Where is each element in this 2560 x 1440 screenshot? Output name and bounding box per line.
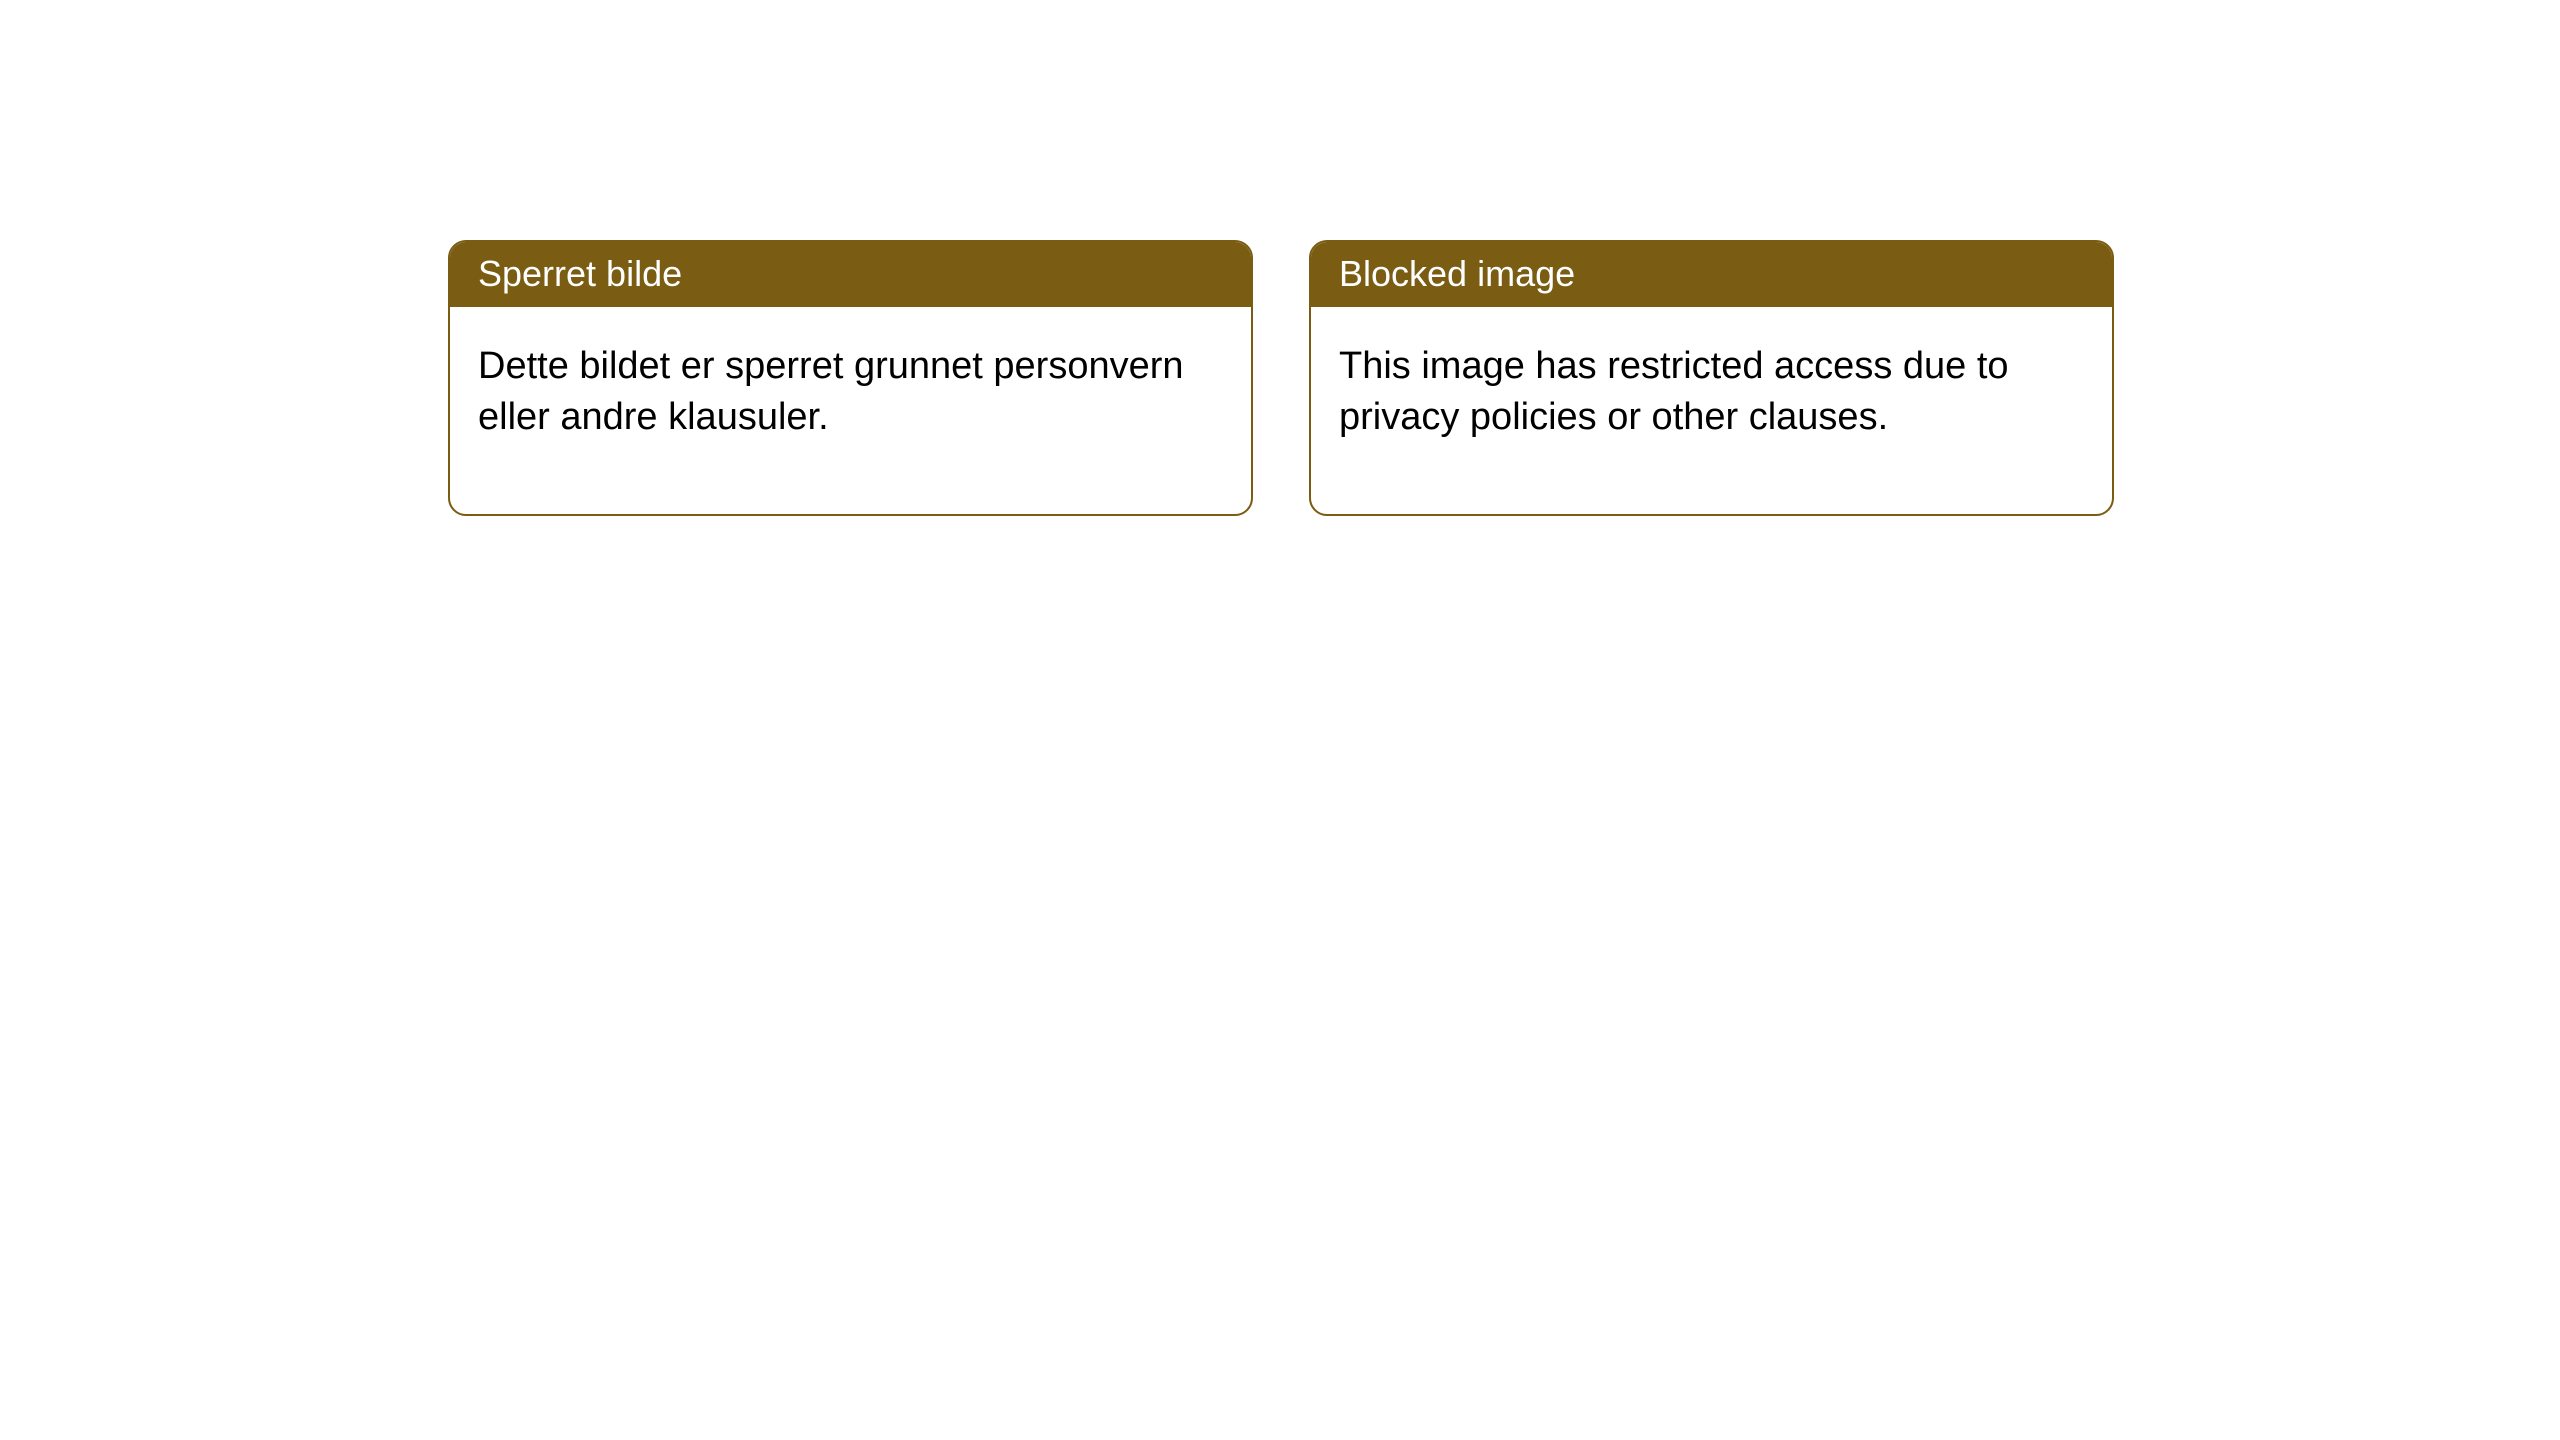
notice-body-english: This image has restricted access due to … xyxy=(1311,307,2112,514)
notice-body-norwegian: Dette bildet er sperret grunnet personve… xyxy=(450,307,1251,514)
notice-card-norwegian: Sperret bilde Dette bildet er sperret gr… xyxy=(448,240,1253,516)
notice-header-english: Blocked image xyxy=(1311,242,2112,307)
notice-header-norwegian: Sperret bilde xyxy=(450,242,1251,307)
notice-container: Sperret bilde Dette bildet er sperret gr… xyxy=(0,0,2560,516)
notice-card-english: Blocked image This image has restricted … xyxy=(1309,240,2114,516)
